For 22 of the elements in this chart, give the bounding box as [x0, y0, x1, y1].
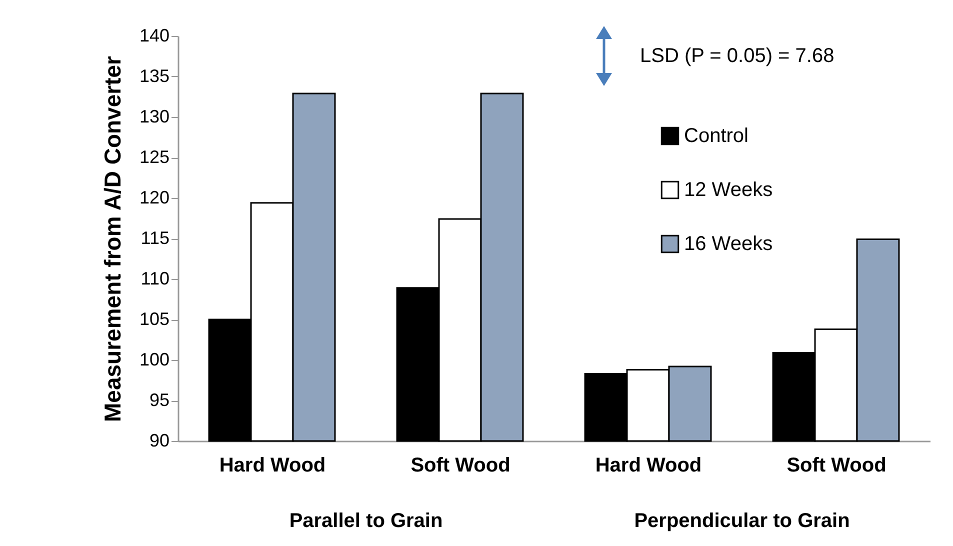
y-tick-label: 125 — [139, 147, 170, 167]
y-tick-label: 115 — [140, 228, 170, 248]
x-tick-label: Soft Wood — [410, 454, 510, 476]
x-tick-label: Hard Wood — [595, 454, 702, 476]
y-tick-label: 120 — [139, 188, 170, 208]
y-tick-label: 95 — [149, 390, 170, 410]
legend-label: Control — [684, 125, 748, 147]
x-tick-label: Hard Wood — [219, 454, 326, 476]
y-tick-label: 105 — [139, 309, 170, 329]
x-tick-label: Soft Wood — [786, 454, 886, 476]
y-tick-label: 100 — [139, 350, 170, 370]
y-tick-label: 130 — [139, 106, 170, 126]
y-tick-label: 110 — [140, 268, 170, 288]
text: Parallel to Grain — [289, 510, 443, 532]
legend-label: 16 Weeks — [684, 233, 773, 255]
y-tick-label: 140 — [139, 26, 170, 46]
y-tick-label: 90 — [149, 430, 170, 450]
text: Perpendicular to Grain — [634, 510, 850, 532]
annotation: LSD (P = 0.05) = 7.68 — [640, 45, 834, 67]
y-axis-title: Measurement from A/D Converter — [99, 56, 126, 422]
legend-label: 12 Weeks — [684, 179, 773, 201]
y-tick-label: 135 — [139, 66, 170, 86]
